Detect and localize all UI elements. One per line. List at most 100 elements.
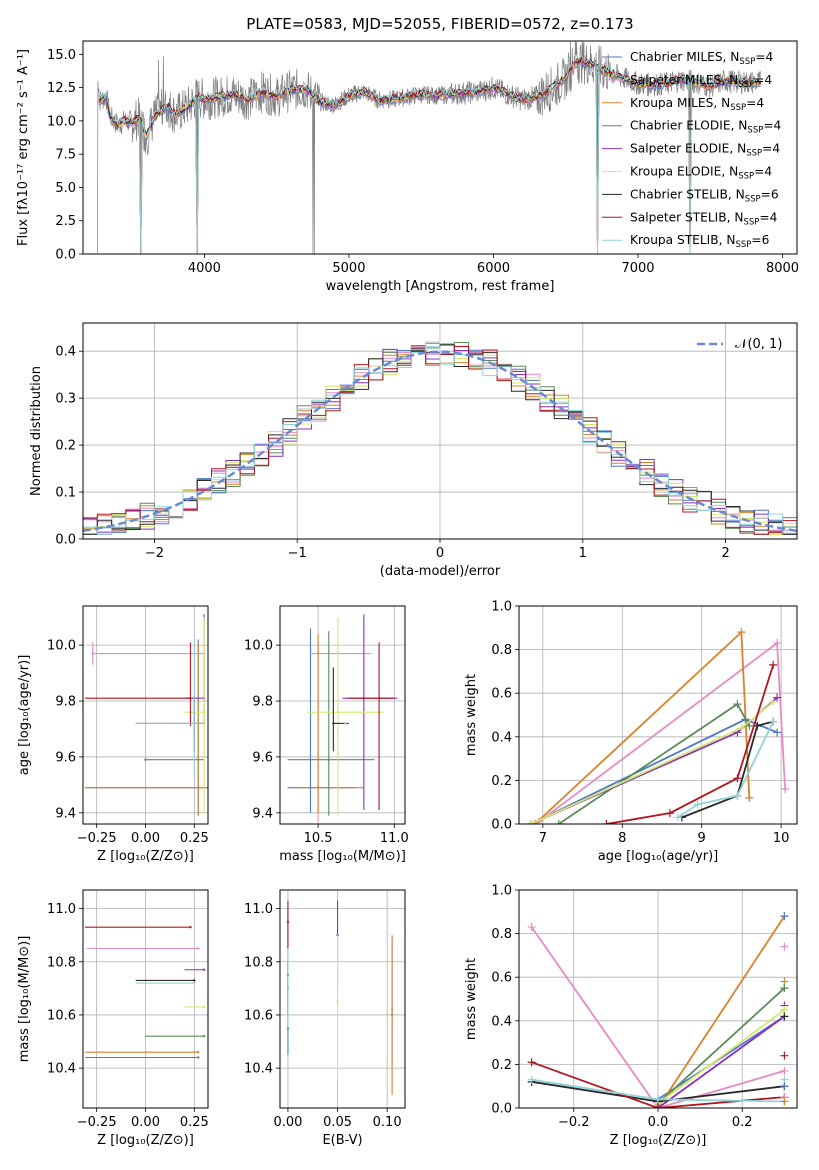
y-tick-label: 0.0 [55, 248, 76, 263]
data-point [202, 711, 206, 714]
weight-marker [554, 820, 563, 824]
data-point [202, 1035, 206, 1038]
y-tick-label: 0.0 [491, 1102, 512, 1117]
axes-frame [82, 40, 798, 255]
stacked-marker [780, 1082, 789, 1091]
legend-subscript: SSP [738, 172, 754, 182]
legend-subscript: SSP [738, 80, 754, 90]
data-point [193, 981, 196, 985]
axes-frame [279, 605, 406, 825]
y-tick-label: 10.0 [47, 114, 76, 129]
x-tick-label: 0.05 [323, 1115, 352, 1130]
weight-line-1 [530, 926, 785, 1108]
data-point [332, 722, 335, 725]
data-point [336, 1000, 339, 1003]
y-tick-label: 9.8 [252, 695, 273, 710]
legend-entry: Kroupa MILES, NSSP=4 [630, 96, 764, 113]
legend-entry: 𝒩(0, 1) [735, 337, 782, 352]
model-line-8 [98, 55, 762, 254]
panel-mass-vs-EBV: 0.00 0.05 0.10 10.4 10.6 10.8 11.0 E(B-V) [244, 889, 406, 1148]
x-axis-label: Z [log₁₀(Z/Z⊙)] [97, 1133, 194, 1148]
data-point [327, 758, 330, 761]
panel-mass-weight-vs-Z: −0.2 0.0 0.2 0.0 0.2 0.4 0.6 0.8 1.0 Z [log₁₀(Z/Z… [464, 884, 798, 1148]
y-tick-label: 0.0 [491, 818, 512, 833]
weight-marker [733, 700, 742, 709]
legend-entry: Kroupa ELODIE, NSSP=4 [630, 165, 772, 182]
legend-entry: Salpeter MILES, NSSP=4 [630, 73, 772, 90]
legend-text: =6 [751, 233, 769, 247]
legend-text: =4 [759, 210, 777, 224]
weight-marker [526, 820, 535, 824]
stacked-marker [780, 1097, 789, 1106]
x-tick-label: 0.10 [373, 1115, 402, 1130]
stacked-marker [780, 984, 789, 993]
data-point [390, 1013, 394, 1017]
y-tick-label: 11.0 [244, 902, 273, 917]
weight-line-6 [681, 720, 774, 819]
legend-entry: Kroupa STELIB, NSSP=6 [630, 233, 769, 250]
y-tick-label: 0.2 [491, 1058, 512, 1073]
legend-text: =4 [754, 165, 772, 179]
weight-marker [773, 639, 782, 648]
x-tick-label: 11.0 [380, 831, 409, 846]
legend-text: Salpeter STELIB, N [630, 210, 743, 224]
x-tick-label: 6000 [477, 261, 510, 276]
y-tick-label: 1.0 [491, 884, 512, 899]
data-point [344, 722, 347, 725]
data-point [377, 697, 381, 700]
legend-entry: Salpeter ELODIE, NSSP=4 [630, 142, 780, 159]
data-point [202, 968, 206, 971]
x-axis-label: Z [log₁₀(Z/Z⊙)] [610, 1133, 707, 1148]
legend-text: Kroupa STELIB, N [630, 233, 736, 247]
legend-subscript: SSP [730, 103, 746, 113]
weight-marker [733, 791, 742, 800]
y-axis-label: Normed distribution [29, 366, 44, 496]
legend-text: Chabrier ELODIE, N [630, 119, 747, 133]
data-point [197, 1050, 200, 1054]
legend-text: Chabrier MILES, N [630, 50, 739, 64]
x-tick-label: 8 [618, 831, 626, 846]
x-tick-label: 0.00 [131, 831, 160, 846]
data-point [286, 920, 290, 924]
x-axis-label: mass [log₁₀(M/M⊙)] [279, 849, 406, 864]
x-tick-label: 0.00 [131, 1115, 160, 1130]
y-tick-label: 11.0 [47, 902, 76, 917]
data-point [197, 786, 200, 789]
x-tick-label: 9 [698, 831, 706, 846]
x-tick-label: 2 [721, 546, 729, 561]
legend-subscript: SSP [743, 217, 759, 227]
axes-frame [82, 322, 798, 540]
x-tick-label: 0.0 [648, 1115, 669, 1130]
y-tick-label: 0.2 [491, 774, 512, 789]
weight-marker [773, 693, 782, 702]
y-tick-label: 10.8 [47, 955, 76, 970]
y-tick-label: 0.6 [491, 687, 512, 702]
data-point [144, 758, 147, 761]
stacked-marker [780, 1012, 789, 1021]
y-tick-label: 10.6 [244, 1008, 273, 1023]
y-tick-label: 0.8 [491, 927, 512, 942]
stacked-marker [780, 1051, 789, 1060]
spectrum-data-line [97, 41, 762, 254]
weight-line-8 [677, 721, 775, 819]
legend-subscript: SSP [747, 126, 763, 136]
weight-line-5 [657, 1009, 785, 1105]
panel-mass-vs-Z: −0.25 0.00 0.25 10.4 10.6 10.8 11.0 Z [log₁₀(Z/… [17, 889, 209, 1148]
axes-frame [518, 889, 798, 1109]
x-axis-label: age [log₁₀(age/yr)] [598, 849, 719, 864]
x-tick-label: 10.5 [304, 831, 333, 846]
data-point [286, 987, 290, 990]
x-tick-label: 0.2 [732, 1115, 753, 1130]
weight-marker [769, 660, 778, 669]
data-point [193, 722, 196, 725]
weight-line-7 [606, 664, 775, 824]
legend-text: Kroupa ELODIE, N [630, 165, 738, 179]
y-tick-label: 10.4 [244, 1062, 273, 1077]
legend-text: =4 [746, 96, 764, 110]
weight-marker [527, 1075, 536, 1084]
legend-text: =4 [763, 119, 781, 133]
weight-marker [769, 717, 778, 726]
weight-marker [745, 793, 754, 802]
x-tick-label: 7000 [621, 261, 654, 276]
